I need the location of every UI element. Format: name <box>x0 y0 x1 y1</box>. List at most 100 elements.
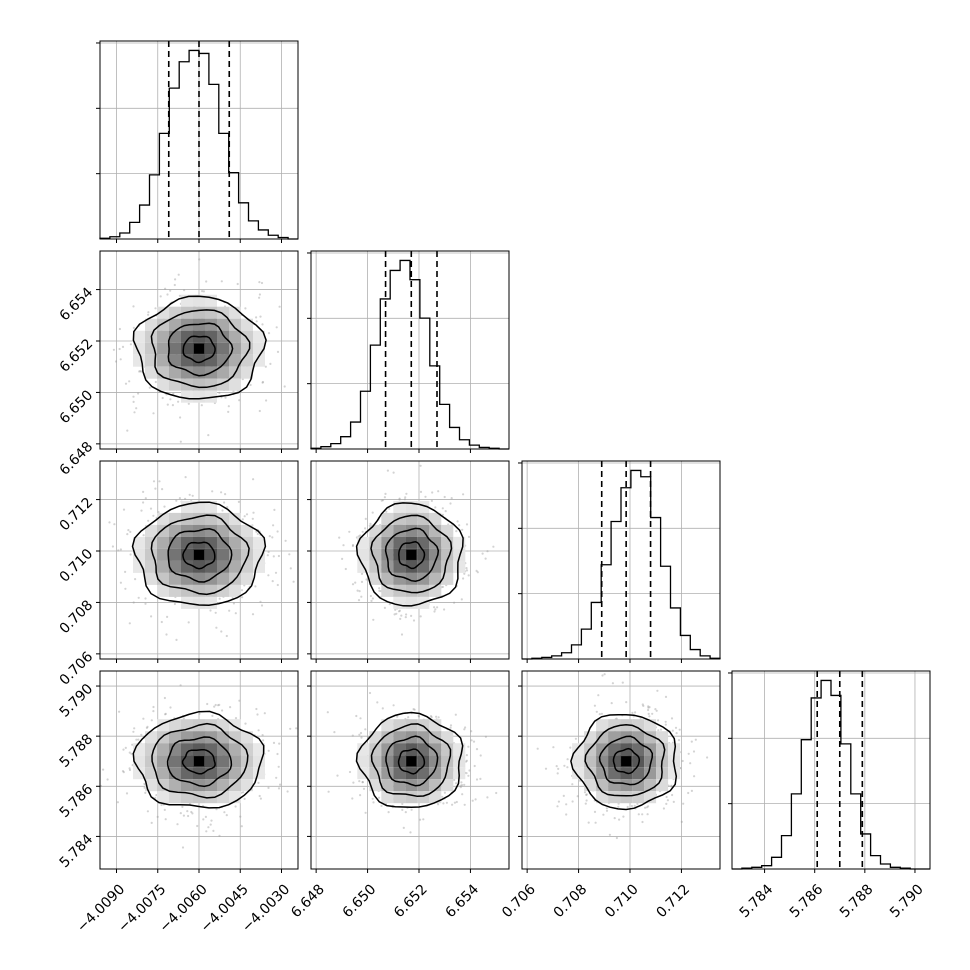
sample-point <box>356 589 359 592</box>
density-cell <box>429 755 442 768</box>
sample-point <box>341 557 344 561</box>
sample-point <box>182 814 185 817</box>
sample-point <box>393 613 396 616</box>
density-cell <box>596 731 609 744</box>
sample-point <box>118 347 121 351</box>
x-tick-label: 0.706 <box>499 881 539 921</box>
sample-point <box>209 609 212 612</box>
sample-point <box>657 729 660 732</box>
sample-point <box>204 815 207 819</box>
sample-point <box>364 517 367 521</box>
sample-point <box>207 826 210 829</box>
sample-point <box>276 530 279 533</box>
sample-point <box>566 758 569 761</box>
density-cell <box>620 779 633 792</box>
density-cell <box>145 755 157 768</box>
sample-point <box>585 799 588 802</box>
sample-point <box>220 280 223 283</box>
y-tick-label: 0.710 <box>57 546 97 586</box>
sample-point <box>407 716 410 719</box>
sample-point <box>597 694 600 697</box>
sample-point <box>152 710 155 713</box>
density-cell <box>656 779 669 792</box>
density-cell <box>429 791 442 804</box>
sample-point <box>641 813 644 816</box>
density-cell <box>169 791 181 804</box>
sample-point <box>279 783 282 786</box>
sample-point <box>135 407 138 410</box>
density-cell <box>405 524 418 537</box>
sample-point <box>557 767 560 771</box>
sample-point <box>225 814 228 817</box>
sample-point <box>456 520 459 523</box>
sample-point <box>221 709 224 712</box>
sample-point <box>437 803 440 806</box>
sample-point <box>132 601 135 604</box>
sample-point <box>470 739 473 742</box>
histogram-step <box>310 259 509 450</box>
sample-point <box>678 728 681 731</box>
density-cell <box>205 354 217 367</box>
sample-point <box>450 497 453 500</box>
density-cell <box>145 572 157 585</box>
sample-point <box>218 391 221 394</box>
sample-point <box>465 567 468 570</box>
sample-point <box>458 524 461 527</box>
density-cell <box>357 548 370 561</box>
sample-point <box>191 494 194 497</box>
sample-point <box>215 626 218 629</box>
sample-point <box>269 362 272 365</box>
sample-point <box>424 495 427 498</box>
sample-point <box>132 395 135 398</box>
sample-point <box>463 783 466 786</box>
sample-point <box>371 511 374 514</box>
sample-point <box>187 402 190 405</box>
sample-point <box>453 778 456 782</box>
sample-point <box>326 711 329 714</box>
sample-point <box>262 739 265 742</box>
sample-point <box>213 705 216 708</box>
sample-point <box>486 550 489 553</box>
density-cell <box>145 366 157 379</box>
sample-point <box>227 410 230 413</box>
sample-point <box>443 495 446 499</box>
density-cell <box>632 755 645 768</box>
density-cell <box>429 779 442 792</box>
sample-point <box>140 370 143 373</box>
sample-point <box>455 530 458 533</box>
sample-point <box>659 728 663 731</box>
sample-point <box>474 798 477 801</box>
density-cell <box>608 743 621 756</box>
sample-point <box>142 717 145 720</box>
density-cell <box>596 719 609 732</box>
sample-point <box>361 530 364 533</box>
sample-point <box>218 597 221 600</box>
contour-level-1 <box>397 748 426 775</box>
x-tick-label: 6.652 <box>391 881 431 921</box>
sample-point <box>121 345 125 348</box>
sample-point <box>664 720 667 723</box>
sample-point <box>128 767 131 770</box>
density-cell <box>668 743 681 756</box>
sample-point <box>615 717 618 720</box>
sample-point <box>644 806 647 809</box>
density-cell <box>157 791 169 804</box>
sample-point <box>124 746 127 750</box>
histogram-step <box>99 49 298 240</box>
sample-point <box>273 508 276 511</box>
sample-point <box>354 581 357 584</box>
sample-point <box>276 583 279 587</box>
density-cell <box>169 779 181 792</box>
density-cell <box>217 524 229 537</box>
scatter-panel-4-1 <box>96 670 299 873</box>
contour-level-4 <box>355 711 464 808</box>
sample-point <box>380 804 383 808</box>
density-cell <box>193 306 205 319</box>
density-cell <box>181 330 193 343</box>
y-tick-label: 0.712 <box>57 495 97 535</box>
density-cell <box>596 791 609 804</box>
sample-point <box>128 622 131 625</box>
panel-frame <box>310 670 510 870</box>
density-cell <box>217 572 229 585</box>
sample-point <box>154 796 157 800</box>
